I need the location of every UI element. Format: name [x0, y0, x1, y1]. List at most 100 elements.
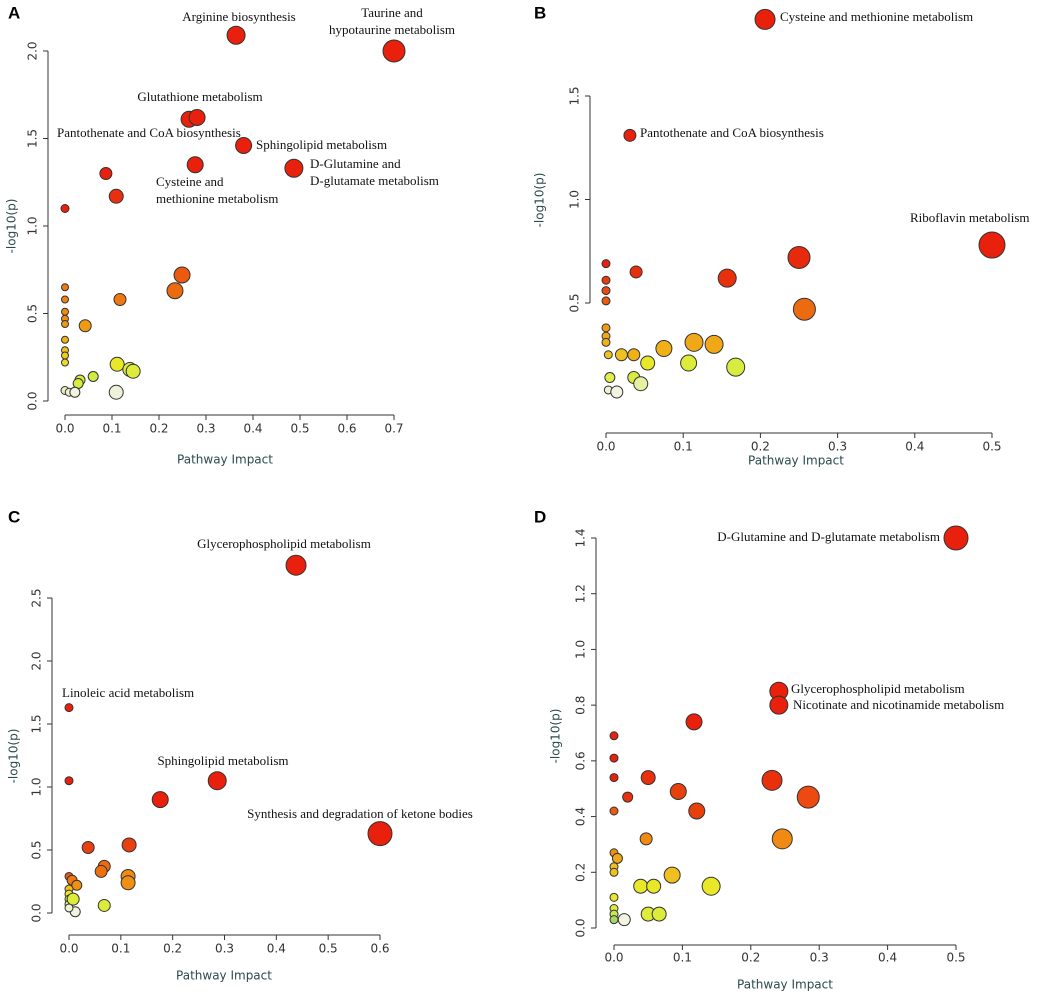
bubble: [186, 156, 204, 174]
x-tick-label: 0.3: [810, 951, 829, 965]
point-label: Arginine biosynthesis: [182, 9, 296, 24]
bubble: [61, 358, 69, 367]
y-tick-label: 0.2: [574, 863, 588, 882]
bubble: [609, 731, 619, 741]
bubble: [108, 188, 124, 204]
x-tick-label: 0.2: [149, 422, 168, 436]
y-axis-label: -log10(p): [533, 173, 547, 228]
bubble: [614, 348, 628, 362]
y-tick-label: 0.0: [30, 903, 44, 922]
x-tick-label: 0.1: [102, 422, 121, 436]
x-tick-label: 0.6: [370, 942, 389, 956]
y-tick-label: 1.0: [30, 777, 44, 796]
point-label: Glycerophospholipid metabolism: [197, 536, 371, 551]
bubble: [609, 867, 619, 877]
bubble: [601, 323, 611, 333]
x-tick-label: 0.1: [111, 942, 130, 956]
bubble: [639, 832, 653, 846]
bubble: [623, 128, 637, 142]
x-tick-label: 0.6: [337, 422, 356, 436]
bubble: [601, 259, 611, 269]
x-tick-label: 0.4: [267, 942, 286, 956]
bubble: [64, 776, 74, 786]
y-tick-label: 0.0: [574, 918, 588, 937]
panel-label: C: [8, 507, 20, 526]
bubble: [611, 852, 623, 864]
bubble: [166, 282, 184, 300]
y-axis-label: -log10(p): [5, 199, 19, 254]
x-tick-label: 0.3: [828, 440, 847, 454]
bubble: [151, 791, 169, 809]
bubble: [726, 357, 746, 377]
bubble: [64, 703, 74, 713]
point-label: Pantothenate and CoA biosynthesis: [640, 125, 824, 140]
y-tick-label: 0.6: [574, 751, 588, 770]
y-tick-label: 0.8: [574, 696, 588, 715]
x-tick-label: 0.1: [673, 951, 692, 965]
x-tick-label: 0.2: [751, 440, 770, 454]
bubble: [651, 906, 667, 922]
bubble: [601, 275, 611, 285]
panel-label: B: [534, 3, 546, 22]
bubble: [603, 350, 613, 360]
point-label: Cysteine and methionine metabolism: [156, 174, 278, 206]
bubble: [78, 319, 92, 333]
point-label: Pantothenate and CoA biosynthesis: [57, 125, 241, 140]
y-tick-label: 1.0: [568, 190, 582, 209]
panel-label: A: [8, 3, 20, 22]
bubble: [61, 351, 69, 360]
bubble: [761, 769, 783, 791]
bubble: [207, 771, 227, 791]
bubble: [629, 265, 643, 279]
bubble: [113, 293, 127, 306]
bubble: [796, 785, 820, 809]
bubble: [367, 821, 393, 847]
y-tick-label: 1.0: [574, 640, 588, 659]
bubble: [108, 384, 124, 400]
bubble: [94, 864, 108, 878]
bubble: [655, 340, 673, 358]
bubble: [640, 770, 656, 786]
bubble: [121, 837, 137, 853]
bubble: [704, 334, 724, 354]
point-label: Linoleic acid metabolism: [62, 685, 194, 700]
bubble: [81, 840, 95, 854]
x-tick-label: 0.1: [674, 440, 693, 454]
x-axis-label: Pathway Impact: [176, 969, 272, 983]
bubble: [769, 695, 789, 715]
bubble: [680, 354, 698, 372]
bubble: [609, 753, 619, 763]
bubble: [617, 913, 631, 927]
bubble: [604, 372, 616, 384]
x-tick-label: 0.0: [604, 951, 623, 965]
bubble: [685, 713, 703, 731]
bubble: [61, 307, 69, 316]
bubble: [688, 802, 706, 820]
point-label: Taurine and hypotaurine metabolism: [329, 5, 455, 37]
point-label: Riboflavin metabolism: [910, 210, 1030, 225]
x-tick-label: 0.0: [55, 422, 74, 436]
bubble: [87, 371, 99, 382]
bubble: [109, 356, 125, 372]
bubble: [669, 783, 687, 800]
bubble: [610, 385, 624, 399]
bubble: [125, 363, 141, 379]
y-tick-label: 0.5: [26, 304, 40, 323]
bubble: [601, 296, 611, 306]
bubble: [792, 297, 816, 321]
bubble: [61, 295, 69, 304]
bubble: [284, 158, 304, 178]
y-tick-label: 0.5: [30, 840, 44, 859]
bubble: [120, 875, 136, 891]
x-axis-label: Pathway Impact: [737, 978, 833, 992]
y-tick-label: 0.5: [568, 293, 582, 312]
x-axis-label: Pathway Impact: [177, 453, 273, 467]
bubble: [663, 866, 681, 884]
point-label: Glycerophospholipid metabolism: [791, 681, 965, 696]
y-tick-label: 2.0: [26, 41, 40, 60]
x-tick-label: 0.4: [878, 951, 897, 965]
bubble: [235, 137, 253, 154]
x-tick-label: 0.3: [215, 942, 234, 956]
x-tick-label: 0.5: [290, 422, 309, 436]
y-tick-label: 1.4: [574, 528, 588, 547]
